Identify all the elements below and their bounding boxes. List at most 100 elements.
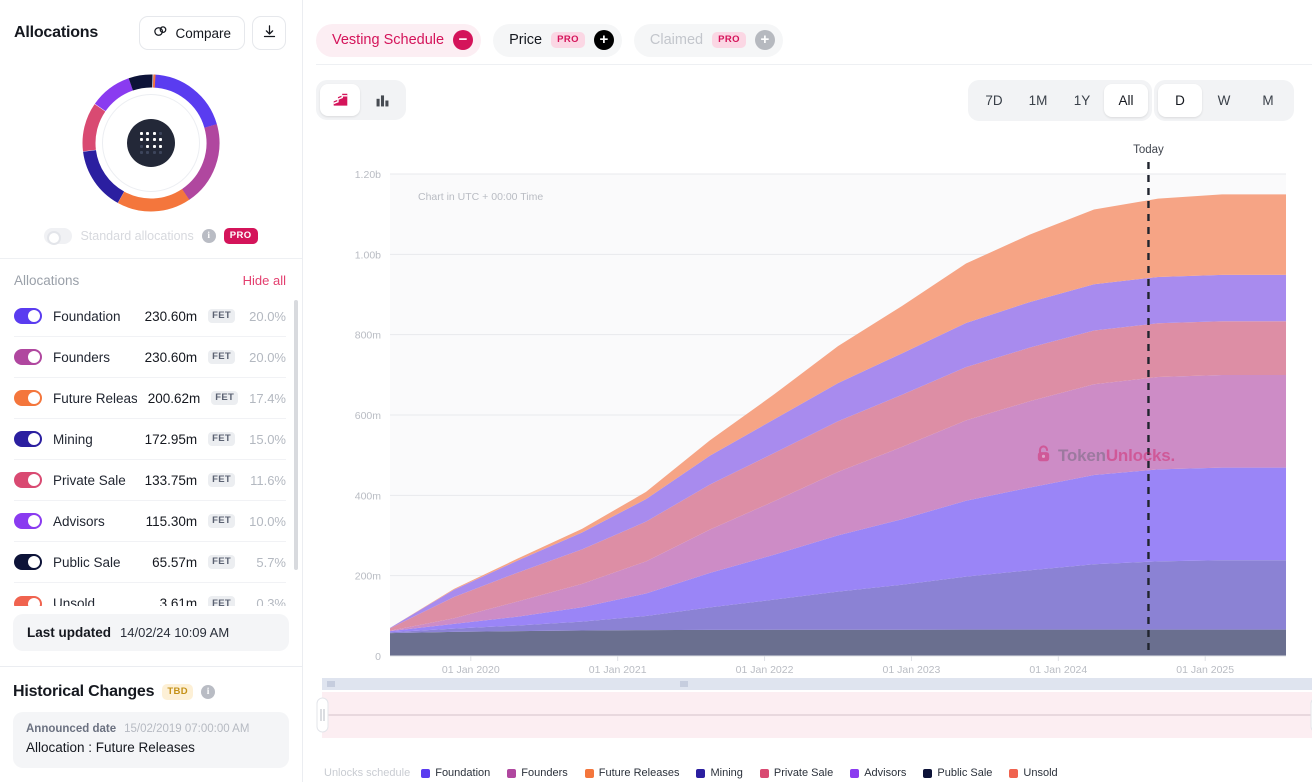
allocation-toggle[interactable]: [14, 595, 42, 606]
historical-change-item[interactable]: Announced date 15/02/2019 07:00:00 AM Al…: [13, 712, 289, 768]
allocation-amount: 65.57m: [152, 554, 198, 570]
legend-item[interactable]: Future Releases: [584, 767, 679, 779]
allocation-toggle[interactable]: [14, 472, 42, 488]
standard-allocations-label: Standard allocations: [80, 229, 194, 243]
brush-top-bar[interactable]: [322, 678, 1312, 690]
x-axis-tick-label: 01 Jan 2023: [883, 664, 941, 676]
allocation-toggle[interactable]: [14, 349, 42, 365]
chip-plus-icon[interactable]: +: [754, 30, 775, 50]
allocation-toggle[interactable]: [14, 390, 42, 406]
range-button-7d[interactable]: 7D: [985, 92, 1003, 108]
brush-grip: [327, 681, 335, 687]
tbd-badge: TBD: [162, 684, 194, 700]
chip-minus-icon[interactable]: −: [453, 30, 474, 50]
announced-date-value: 15/02/2019 07:00:00 AM: [124, 723, 250, 735]
legend-item[interactable]: Advisors: [850, 767, 906, 779]
historical-change-detail: Allocation : Future Releases: [26, 740, 195, 755]
allocations-list[interactable]: Foundation 230.60m FET 20.0% Founders 230.60m…: [0, 296, 302, 606]
chart-type-switch: [316, 80, 406, 120]
legend-label: Private Sale: [773, 767, 834, 779]
legend-item[interactable]: Public Sale: [923, 767, 992, 779]
range-button-all[interactable]: All: [1104, 83, 1148, 117]
allocation-amount: 133.75m: [144, 472, 198, 488]
y-axis-tick-label: 1.20b: [355, 169, 381, 181]
pro-badge: PRO: [551, 32, 585, 48]
legend-label: Unsold: [1023, 767, 1058, 779]
allocation-unit: FET: [208, 431, 235, 447]
chip-label: Price: [509, 32, 543, 48]
metric-chip-price[interactable]: Price PRO +: [493, 23, 622, 57]
allocation-name: Foundation: [53, 308, 121, 324]
metric-chip-claimed[interactable]: Claimed PRO +: [633, 23, 783, 57]
legend-swatch: [421, 768, 431, 778]
chart-series-area: [390, 194, 1286, 628]
legend-swatch: [759, 768, 769, 778]
chart-canvas[interactable]: 0 200m 400m 600m 800m 1.00b 1.20b Chart in UTC …: [316, 136, 1312, 782]
info-icon[interactable]: i: [201, 229, 216, 243]
allocation-row[interactable]: Private Sale 133.75m FET 11.6%: [14, 460, 286, 501]
legend-item[interactable]: Mining: [696, 767, 743, 779]
allocation-unit: FET: [208, 513, 235, 529]
allocation-row[interactable]: Mining 172.95m FET 15.0%: [14, 419, 286, 460]
chart-timezone-note: Chart in UTC + 00:00 Time: [418, 191, 543, 203]
chip-label: Vesting Schedule: [332, 32, 445, 48]
area-chart-icon[interactable]: [320, 84, 360, 116]
download-button[interactable]: [252, 16, 286, 50]
brush-handle[interactable]: [316, 697, 329, 733]
allocation-percent: 17.4%: [249, 390, 286, 406]
chart-series-area: [390, 629, 1286, 656]
allocation-toggle[interactable]: [14, 554, 42, 570]
allocations-list-header: Allocations Hide all: [0, 259, 302, 296]
panel-divider: [316, 64, 1312, 65]
last-updated-label: Last updated: [27, 625, 112, 640]
interval-button-w[interactable]: W: [1217, 92, 1231, 108]
sidebar-header: Allocations Compare: [0, 0, 302, 56]
legend-item[interactable]: Founders: [507, 767, 568, 779]
vesting-schedule-chart[interactable]: 0 200m 400m 600m 800m 1.00b 1.20b Chart in UTC …: [316, 136, 1312, 782]
allocation-row[interactable]: Unsold 3.61m FET 0.3%: [14, 583, 286, 606]
allocation-name: Mining: [53, 431, 93, 447]
allocation-toggle[interactable]: [14, 513, 42, 529]
allocation-row[interactable]: Foundation 230.60m FET 20.0%: [14, 296, 286, 337]
allocation-percent: 20.0%: [249, 308, 286, 324]
allocation-row[interactable]: Public Sale 65.57m FET 5.7%: [14, 542, 286, 583]
allocation-unit: FET: [208, 596, 235, 606]
legend-item[interactable]: Foundation: [421, 767, 490, 779]
range-selector: 7D 1M 1Y All: [968, 79, 1152, 121]
allocation-row[interactable]: Founders 230.60m FET 20.0%: [14, 337, 286, 378]
bar-chart-icon[interactable]: [362, 84, 402, 116]
hide-all-button[interactable]: Hide all: [242, 273, 286, 288]
legend-label: Advisors: [864, 767, 907, 779]
download-icon: [262, 24, 277, 42]
historical-changes-section: Historical Changes TBD i Announced date …: [0, 666, 302, 768]
interval-button-d[interactable]: D: [1158, 83, 1202, 117]
range-button-1m[interactable]: 1M: [1028, 92, 1048, 108]
allocation-row[interactable]: Future Releas… 200.62m FET 17.4%: [14, 378, 286, 419]
allocations-list-scrollbar[interactable]: [294, 300, 298, 570]
y-axis-tick-label: 600m: [355, 410, 382, 422]
interval-button-m[interactable]: M: [1262, 92, 1274, 108]
today-marker-label: Today: [1133, 144, 1164, 156]
chart-panel: Vesting Schedule − Price PRO + Claimed PRO + 7D…: [303, 0, 1312, 782]
standard-allocations-row: Standard allocations i PRO: [0, 222, 302, 258]
metric-chip-vesting-schedule[interactable]: Vesting Schedule −: [316, 23, 482, 57]
legend-title: Unlocks schedule: [324, 767, 411, 779]
allocation-toggle[interactable]: [14, 308, 42, 324]
chart-series-area: [390, 560, 1286, 634]
sidebar-divider: [0, 258, 302, 259]
pro-badge[interactable]: PRO: [223, 228, 258, 244]
standard-allocations-toggle[interactable]: [44, 228, 73, 245]
compare-button[interactable]: Compare: [139, 16, 245, 50]
allocation-toggle[interactable]: [14, 431, 42, 447]
info-icon[interactable]: i: [201, 685, 216, 699]
y-axis-tick-label: 400m: [355, 490, 382, 502]
legend-item[interactable]: Private Sale: [759, 767, 834, 779]
allocation-row[interactable]: Advisors 115.30m FET 10.0%: [14, 501, 286, 542]
legend-item[interactable]: Unsold: [1009, 767, 1058, 779]
chart-series-area: [390, 467, 1286, 633]
chip-plus-icon[interactable]: +: [593, 30, 614, 50]
range-button-1y[interactable]: 1Y: [1073, 92, 1091, 108]
